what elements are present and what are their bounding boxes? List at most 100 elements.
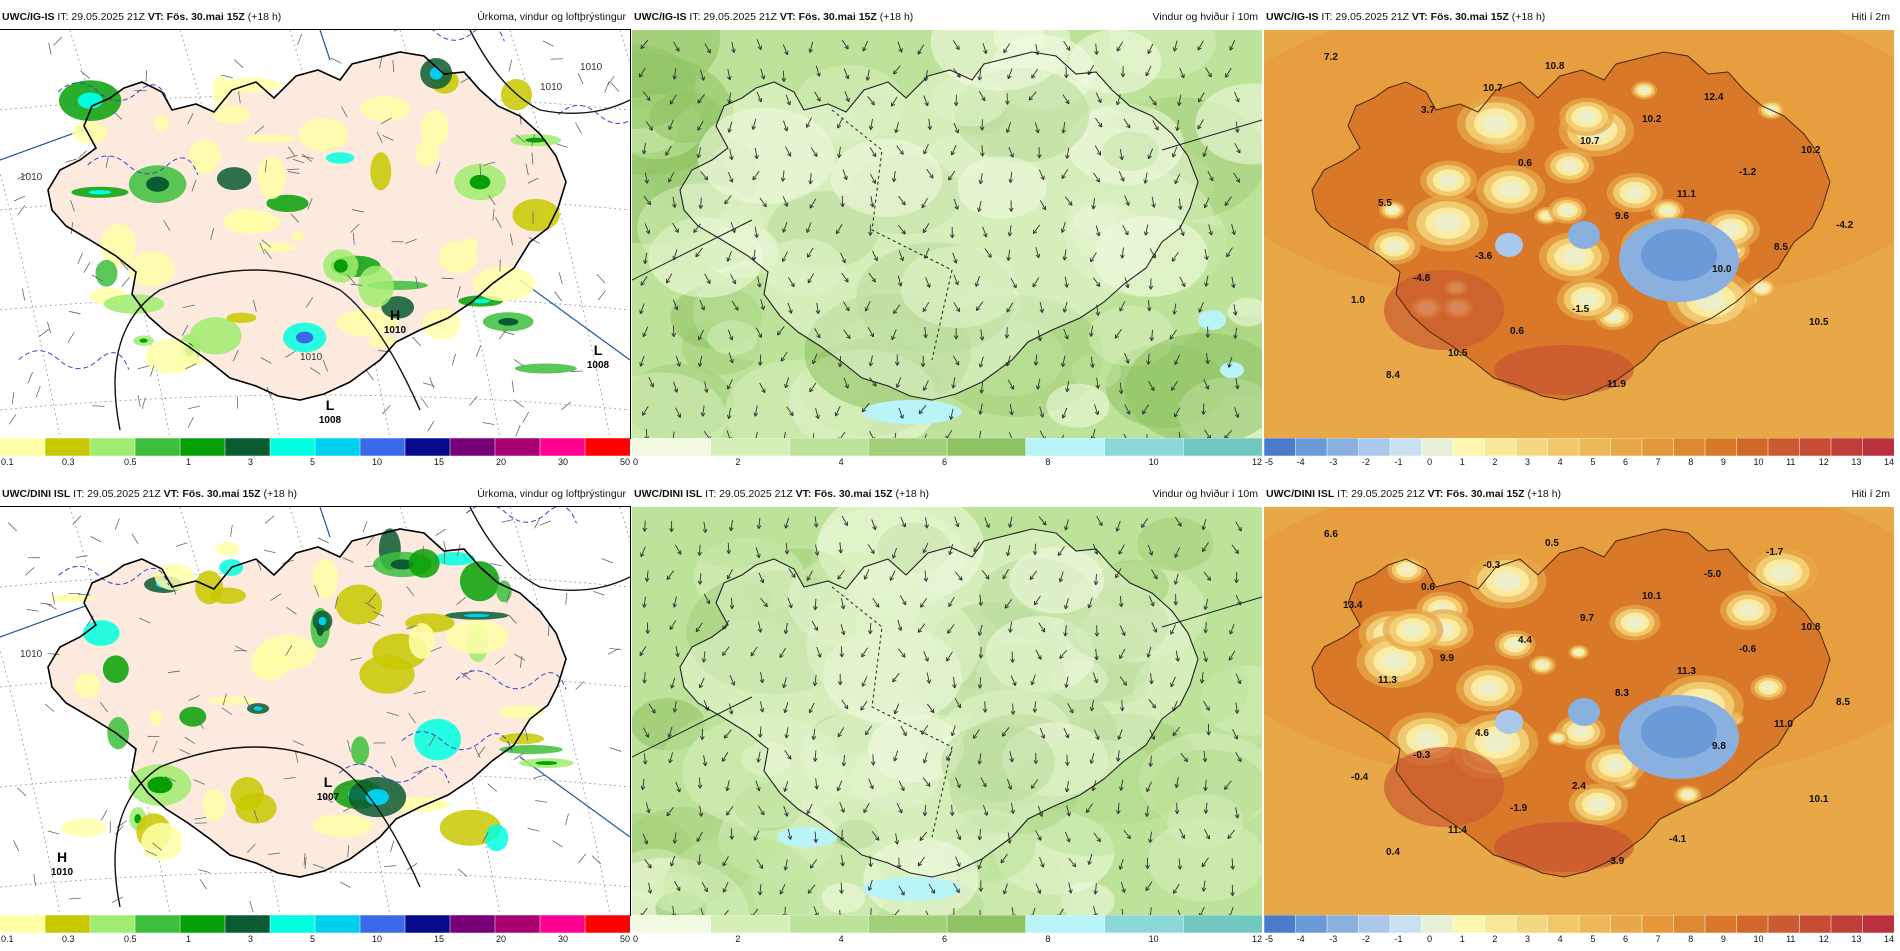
isobar-label: 1010 [300,352,323,363]
field-title: Hiti í 2m [1851,4,1890,30]
colorbar [1264,915,1894,933]
colorbar-swatch [1422,915,1454,933]
colorbar-swatch [225,438,271,456]
colorbar-swatch [1296,438,1328,456]
temperature-label: -1.7 [1766,547,1784,558]
colorbar-swatch [1800,915,1832,933]
colorbar-tick-label: 50 [620,457,630,467]
panel-header: UWC/DINI ISL IT: 29.05.2025 21Z VT: Fös.… [1264,481,1894,507]
colorbar-swatch [1183,438,1262,456]
colorbar-swatch [790,438,869,456]
colorbar-swatch [180,438,226,456]
valid-time: VT: Fös. 30.mai 15Z [1428,488,1525,500]
colorbar-swatch [1863,438,1895,456]
isobar-label: 1010 [20,172,43,183]
colorbar-tick-label: 0.3 [62,457,75,467]
colorbar-tick-label: 3 [248,457,253,467]
colorbar-tick-label: 20 [496,457,506,467]
pressure-center-letter: H [390,307,400,323]
colorbar-tick-label: 9 [1721,457,1726,467]
colorbar-swatch [1264,915,1296,933]
colorbar-swatch [947,438,1026,456]
map-area[interactable] [632,30,1262,438]
panel-precip-top: UWC/IG-IS IT: 29.05.2025 21Z VT: Fös. 30… [0,4,630,474]
lead-time: (+18 h) [263,488,297,500]
temperature-label: 0.6 [1510,326,1524,337]
colorbar-swatch [1327,438,1359,456]
colorbar-tick-label: 15 [434,457,444,467]
temperature-label: -4.2 [1836,220,1854,231]
init-time: IT: 29.05.2025 21Z [705,488,793,500]
colorbar-swatch [450,438,496,456]
colorbar-swatch [1026,438,1105,456]
pressure-center-value: 1008 [319,415,342,426]
init-time: IT: 29.05.2025 21Z [689,11,777,23]
lead-time: (+18 h) [248,11,282,23]
colorbar-tick-label: 4 [1558,934,1563,944]
init-time: IT: 29.05.2025 21Z [1337,488,1425,500]
colorbar-swatch [450,915,496,933]
colorbar-tick-label: -2 [1362,457,1370,467]
colorbar-tick-label: 1 [1460,457,1465,467]
field-title: Hiti í 2m [1851,481,1890,507]
model-title: UWC/DINI ISL [2,488,70,500]
temperature-label: -3.6 [1475,251,1493,262]
temperature-label: 8.5 [1774,242,1788,253]
field-title: Vindur og hviður í 10m [1153,4,1258,30]
colorbar-swatch [1422,438,1454,456]
colorbar-tick-label: -5 [1265,457,1273,467]
colorbar-tick-label: 13 [1851,934,1861,944]
colorbar-tick-label: 1 [1460,934,1465,944]
isobar-label: 1010 [540,82,563,93]
colorbar-swatch [315,438,361,456]
colorbar-swatch [180,915,226,933]
colorbar-swatch [1026,915,1105,933]
temperature-label: 9.6 [1615,211,1629,222]
colorbar-tick-label: 11 [1786,934,1795,944]
colorbar-tick-label: 1 [186,457,191,467]
colorbar-swatch [1105,438,1184,456]
temperature-label: 11.3 [1677,666,1696,677]
colorbar-swatch [1831,438,1863,456]
colorbar-tick-label: 10 [1753,934,1763,944]
panel-temp-bottom: UWC/DINI ISL IT: 29.05.2025 21Z VT: Fös.… [1264,481,1894,951]
temperature-label: -4.8 [1413,273,1431,284]
colorbar-tick-label: -1 [1395,457,1403,467]
colorbar-tick-label: 30 [558,934,568,944]
temperature-label: 10.7 [1483,83,1503,94]
colorbar-tick-label: 3 [1525,457,1530,467]
colorbar-swatch [1516,438,1548,456]
colorbar-swatch [1674,438,1706,456]
colorbar-swatch [1390,438,1422,456]
colorbar-tick-label: 6 [1623,934,1628,944]
colorbar-tick-label: 15 [434,934,444,944]
colorbar-tick-label: 10 [1149,934,1159,944]
colorbar-swatch [225,915,271,933]
temperature-label: 4.6 [1475,728,1489,739]
colorbar-swatch [1800,438,1832,456]
colorbar [1264,438,1894,456]
colorbar-tick-label: 8 [1688,934,1693,944]
pressure-center-letter: L [326,397,335,413]
panel-wind-bottom: UWC/DINI ISL IT: 29.05.2025 21Z VT: Fös.… [632,481,1262,951]
temperature-label: -0.6 [1739,644,1757,655]
colorbar-tick-label: 0.3 [62,934,75,944]
colorbar-swatch [632,438,711,456]
colorbar-tick-label: -2 [1362,934,1370,944]
colorbar-swatch [1327,915,1359,933]
colorbar-swatch [0,915,46,933]
map-area[interactable] [632,507,1262,915]
colorbar-tick-label: 9 [1721,934,1726,944]
valid-time: VT: Fös. 30.mai 15Z [796,488,893,500]
init-time: IT: 29.05.2025 21Z [57,11,145,23]
temperature-label: 0.6 [1421,582,1435,593]
colorbar-tick-label: 2 [735,457,740,467]
colorbar-swatch [1642,915,1674,933]
